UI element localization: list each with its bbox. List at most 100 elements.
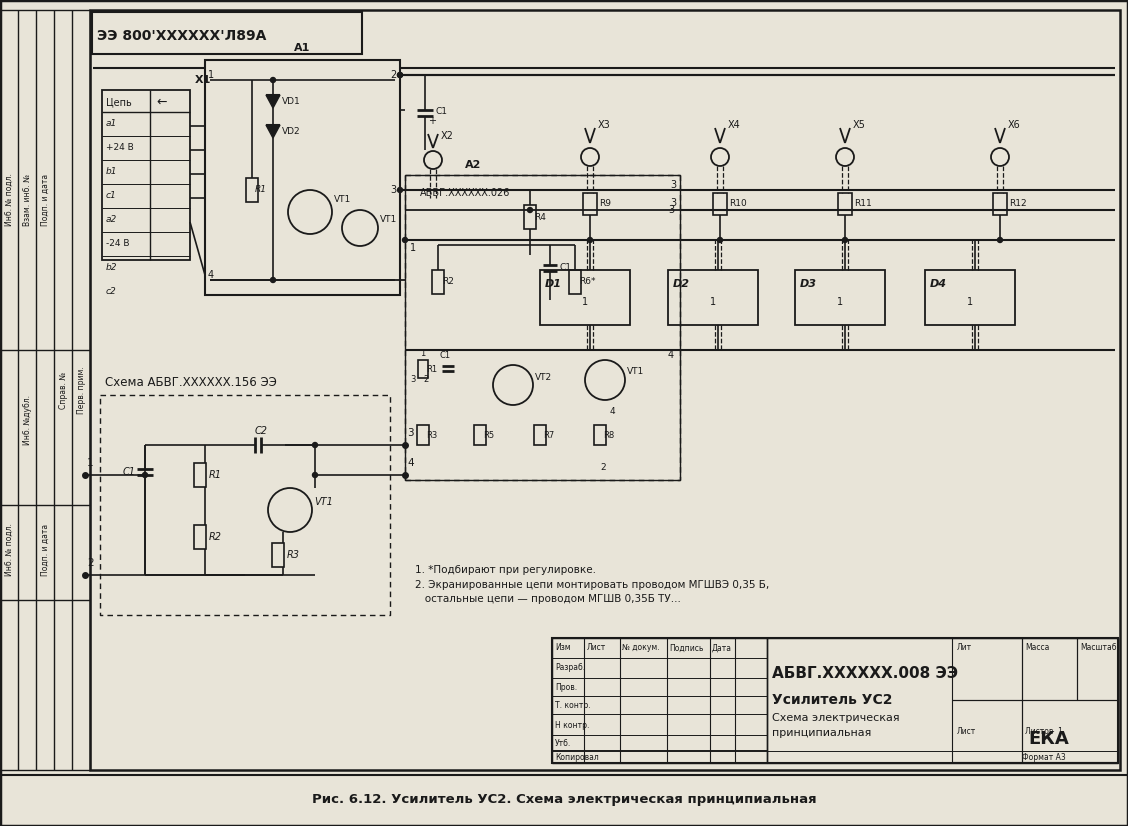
Bar: [102, 90, 190, 260]
Text: D2: D2: [673, 279, 690, 289]
Text: 4: 4: [208, 270, 214, 280]
Circle shape: [836, 148, 854, 166]
Text: -24 В: -24 В: [106, 240, 130, 249]
Circle shape: [717, 238, 723, 243]
Bar: [534, 425, 546, 445]
Text: R1: R1: [255, 186, 267, 194]
Text: 1: 1: [582, 297, 588, 307]
Text: Разраб.: Разраб.: [555, 663, 585, 672]
Bar: [925, 270, 1015, 325]
Text: R4: R4: [534, 212, 546, 221]
Circle shape: [711, 148, 729, 166]
Bar: [952, 700, 1022, 762]
Bar: [1022, 700, 1118, 762]
Circle shape: [997, 238, 1003, 243]
Text: Т. контр.: Т. контр.: [555, 700, 591, 710]
Circle shape: [268, 488, 312, 532]
Circle shape: [585, 360, 625, 400]
Text: 1: 1: [967, 297, 973, 307]
Text: D1: D1: [545, 279, 562, 289]
Text: C1: C1: [123, 467, 136, 477]
Text: Схема АБВГ.XXXXXX.156 ЭЭ: Схема АБВГ.XXXXXX.156 ЭЭ: [105, 377, 276, 390]
Text: Лист: Лист: [957, 727, 976, 735]
Text: Утб.: Утб.: [555, 738, 571, 748]
Text: Схема электрическая: Схема электрическая: [772, 713, 900, 723]
Text: X3: X3: [598, 120, 610, 130]
Bar: [194, 525, 206, 549]
Text: 1: 1: [409, 243, 416, 253]
Text: Рис. 6.12. Усилитель УС2. Схема электрическая принципиальная: Рис. 6.12. Усилитель УС2. Схема электрич…: [311, 794, 817, 806]
Bar: [569, 270, 581, 294]
Text: D4: D4: [929, 279, 948, 289]
Text: Н контр.: Н контр.: [555, 720, 589, 729]
Text: C1: C1: [435, 107, 447, 116]
Bar: [795, 270, 885, 325]
Circle shape: [424, 151, 442, 169]
Circle shape: [142, 472, 148, 477]
Text: R2: R2: [209, 532, 222, 542]
Text: 2: 2: [87, 558, 94, 568]
Text: A2: A2: [465, 160, 482, 170]
Text: остальные цепи — проводом МГШВ 0,35Б ТУ...: остальные цепи — проводом МГШВ 0,35Б ТУ.…: [415, 594, 681, 604]
Circle shape: [588, 238, 592, 243]
Text: 3: 3: [668, 205, 675, 215]
Text: 4: 4: [407, 458, 414, 468]
Polygon shape: [266, 125, 280, 138]
Text: a2: a2: [106, 216, 117, 225]
Text: Формат А3: Формат А3: [1022, 752, 1066, 762]
Polygon shape: [266, 95, 280, 108]
Bar: [668, 270, 758, 325]
Bar: [594, 425, 606, 445]
Text: R2: R2: [442, 278, 453, 287]
Text: c2: c2: [106, 287, 117, 297]
Text: X4: X4: [728, 120, 741, 130]
Text: R8: R8: [603, 430, 615, 439]
Text: 3: 3: [390, 185, 396, 195]
Bar: [583, 193, 597, 215]
Bar: [432, 270, 444, 294]
Text: X5: X5: [853, 120, 866, 130]
Text: R5: R5: [483, 430, 494, 439]
Circle shape: [342, 210, 378, 246]
Text: ЕКА: ЕКА: [1029, 730, 1069, 748]
Text: b1: b1: [106, 168, 117, 177]
Text: Инб. № подл.: Инб. № подл.: [5, 524, 14, 577]
Bar: [417, 425, 429, 445]
Circle shape: [493, 365, 534, 405]
Text: X6: X6: [1008, 120, 1021, 130]
Circle shape: [312, 472, 317, 477]
Bar: [272, 543, 284, 567]
Circle shape: [843, 238, 847, 243]
Text: R6*: R6*: [579, 278, 596, 287]
Bar: [194, 463, 206, 487]
Text: 4: 4: [668, 350, 675, 360]
Text: Масштаб: Масштаб: [1079, 643, 1117, 653]
Text: Подп. и дата: Подп. и дата: [41, 524, 50, 576]
Bar: [474, 425, 486, 445]
Text: Подпись: Подпись: [669, 643, 704, 653]
Text: VT1: VT1: [334, 196, 351, 205]
Text: Изм: Изм: [555, 643, 571, 653]
Text: 3: 3: [409, 376, 415, 384]
Text: ←: ←: [156, 96, 167, 108]
Text: АБВГ.XXXXXX.008 ЭЭ: АБВГ.XXXXXX.008 ЭЭ: [772, 666, 958, 681]
Bar: [92, 12, 362, 54]
Text: X1: X1: [195, 75, 211, 85]
Text: ЭЭ 800'XXXXXX'Л89А: ЭЭ 800'XXXXXX'Л89А: [97, 29, 266, 43]
Text: VT1: VT1: [380, 216, 397, 225]
Text: R3: R3: [287, 550, 300, 560]
Circle shape: [397, 73, 403, 78]
Bar: [713, 193, 728, 215]
Text: Инб. № подл.: Инб. № подл.: [5, 173, 14, 226]
Text: 1: 1: [420, 349, 425, 358]
Text: R9: R9: [599, 200, 611, 208]
Text: принципиальная: принципиальная: [772, 728, 871, 738]
Circle shape: [992, 148, 1010, 166]
Text: 1: 1: [710, 297, 716, 307]
Circle shape: [288, 190, 332, 234]
Text: 3: 3: [407, 428, 414, 438]
Text: Копировал: Копировал: [555, 752, 599, 762]
Text: C2: C2: [255, 426, 268, 436]
Text: Справ. №: Справ. №: [59, 372, 68, 409]
Bar: [552, 638, 767, 763]
